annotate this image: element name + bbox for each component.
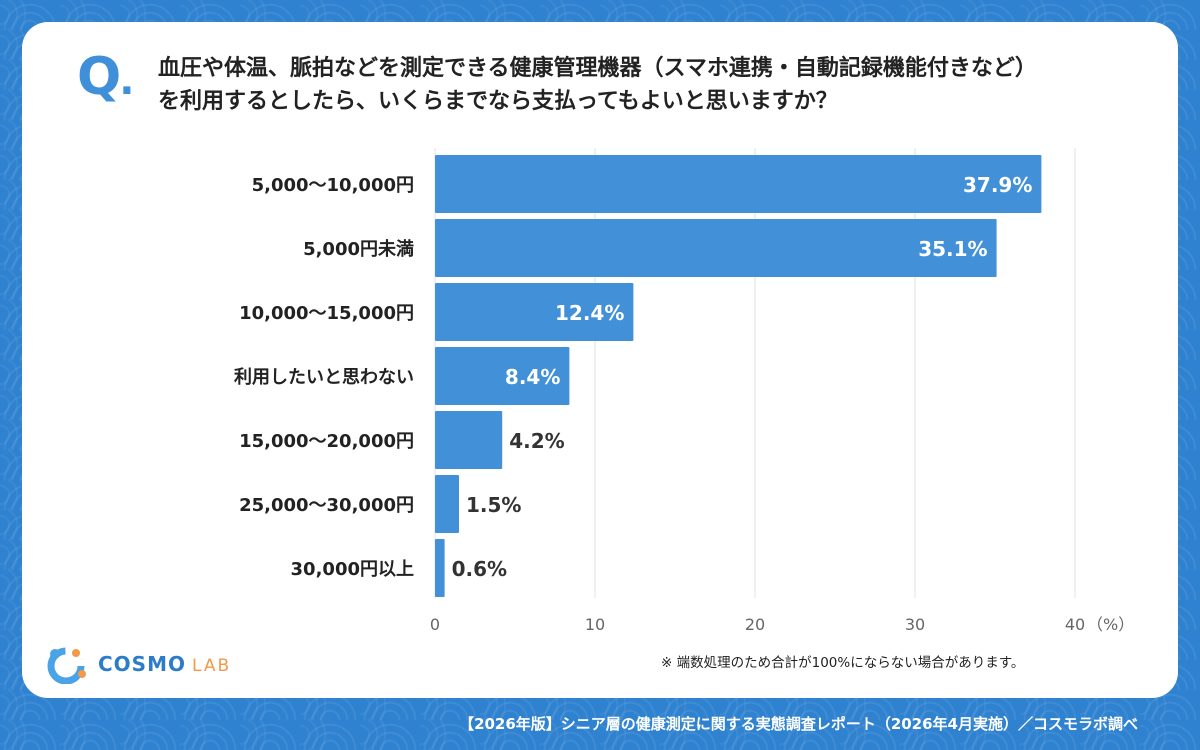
question-letter: Q bbox=[77, 47, 121, 107]
logo-name: COSMO bbox=[98, 652, 186, 676]
category-label-5: 25,000〜30,000円 bbox=[239, 495, 414, 516]
category-label-2: 10,000〜15,000円 bbox=[239, 303, 414, 324]
bar-0 bbox=[435, 155, 1042, 213]
x-tick-label-4: 40 bbox=[1065, 615, 1085, 634]
logo-text: COSMO LAB bbox=[98, 652, 231, 676]
bar-5 bbox=[435, 475, 459, 533]
x-tick-label-1: 10 bbox=[585, 615, 605, 634]
footer-source: 【2026年版】シニア層の健康測定に関する実態調査レポート（2026年4月実施）… bbox=[459, 715, 1138, 733]
question-line-1: 血圧や体温、脈拍などを測定できる健康管理機器（スマホ連携・自動記録機能付きなど） bbox=[158, 56, 1037, 81]
x-tick-label-0: 0 bbox=[430, 615, 440, 634]
value-label-6: 0.6% bbox=[452, 557, 507, 581]
question-mark: Q. bbox=[77, 47, 134, 107]
category-label-3: 利用したいと思わない bbox=[234, 366, 414, 388]
x-axis-unit: （%） bbox=[1087, 615, 1134, 634]
value-label-5: 1.5% bbox=[466, 493, 521, 517]
question-line-2: を利用するとしたら、いくらまでなら支払ってもよいと思いますか？ bbox=[158, 89, 838, 114]
x-tick-label-3: 30 bbox=[905, 615, 925, 634]
rounding-note: ※ 端数処理のため合計が100%にならない場合があります。 bbox=[661, 655, 1025, 671]
x-tick-label-2: 20 bbox=[745, 615, 765, 634]
bar-6 bbox=[435, 539, 445, 597]
value-label-1: 35.1% bbox=[918, 237, 987, 261]
category-label-6: 30,000円以上 bbox=[291, 559, 414, 580]
bar-2 bbox=[435, 283, 634, 341]
category-label-4: 15,000〜20,000円 bbox=[239, 431, 414, 452]
bar-4 bbox=[435, 411, 503, 469]
value-label-4: 4.2% bbox=[509, 429, 564, 453]
cosmo-lab-logo: COSMO LAB bbox=[46, 643, 231, 685]
logo-icon bbox=[47, 647, 86, 684]
question-text: 血圧や体温、脈拍などを測定できる健康管理機器（スマホ連携・自動記録機能付きなど）… bbox=[158, 52, 1118, 118]
value-label-0: 37.9% bbox=[963, 173, 1032, 197]
value-label-2: 12.4% bbox=[555, 301, 624, 325]
category-label-1: 5,000円未満 bbox=[303, 238, 414, 260]
bar-1 bbox=[435, 219, 997, 277]
category-label-0: 5,000〜10,000円 bbox=[252, 175, 414, 196]
logo-sub: LAB bbox=[192, 656, 232, 676]
value-label-3: 8.4% bbox=[505, 365, 560, 389]
bar-3 bbox=[435, 347, 570, 405]
chart-card bbox=[22, 22, 1178, 698]
